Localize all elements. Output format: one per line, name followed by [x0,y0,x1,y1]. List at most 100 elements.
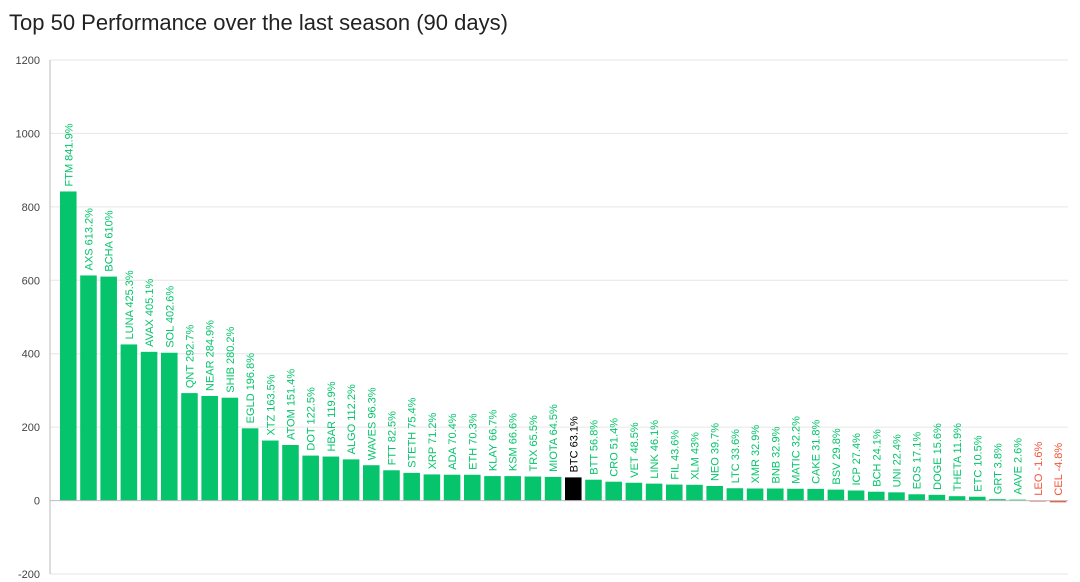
data-label-theta: THETA 11.9% [952,423,964,491]
data-label-leo: LEO -1.6% [1033,442,1045,496]
bar-matic [787,488,804,501]
data-label-eth: ETH 70.3% [467,413,479,469]
data-label-algo: ALGO 112.2% [346,384,358,454]
bar-icp [847,490,865,501]
y-tick-label: 400 [22,349,40,361]
bar-eth [464,474,481,501]
data-label-qnt: QNT 292.7% [184,325,196,389]
data-label-aave: AAVE 2.6% [1013,438,1025,495]
data-label-link: LINK 46.1% [649,420,661,479]
bar-klay [484,476,501,501]
bar-link [645,483,663,501]
data-label-miota: MIOTA 64.5% [548,404,560,472]
bar-doge [928,494,946,501]
bar-near [201,395,218,501]
bar-fil [666,484,683,501]
data-label-sol: SOL 402.6% [164,286,176,348]
y-tick-label: 200 [22,422,40,434]
data-label-bsv: BSV 29.8% [831,428,843,484]
bar-ksm [504,476,521,501]
bar-xlm [686,484,703,501]
bar-qnt [181,393,198,501]
data-label-ksm: KSM 66.6% [508,413,520,471]
data-label-grt: GRT 3.8% [992,443,1004,494]
bar-btc [565,477,582,501]
bar-bcha [100,276,117,501]
data-label-egld: EGLD 196.8% [245,353,257,424]
bar-btt [585,479,602,501]
data-label-luna: LUNA 425.3% [124,270,136,339]
grid [50,59,1068,575]
data-label-dot: DOT 122.5% [306,387,318,451]
bar-ftt [383,470,400,501]
y-axis-tick-labels: -200 0 200 400 600 800 1000 1200 [16,55,40,581]
bar-xmr [746,488,764,501]
bar-trx [524,476,542,501]
data-label-cake: CAKE 31.8% [811,419,823,483]
y-tick-label: 1000 [16,128,40,140]
bar-cake [807,488,824,501]
bar-egld [241,428,259,501]
data-label-btc: BTC 63.1% [568,416,580,472]
y-tick-label: 800 [22,202,40,214]
bar-steth [403,472,420,501]
bar-uni [888,492,905,501]
bar-grt [989,499,1006,501]
data-label-fil: FIL 43.6% [669,430,681,480]
data-label-klay: KLAY 66.7% [487,410,499,472]
bar-hbar [322,456,340,501]
data-label-waves: WAVES 96.3% [366,387,378,460]
bar-bsv [827,489,845,501]
bar-etc [969,496,986,501]
data-label-atom: ATOM 151.4% [285,369,297,440]
bar-sol [161,352,178,501]
chart-title: Top 50 Performance over the last season … [9,10,508,35]
bar-axs [80,275,97,501]
data-label-etc: ETC 10.5% [972,435,984,491]
data-label-eos: EOS 17.1% [912,432,924,490]
y-tick-label: -200 [18,569,40,581]
data-label-btt: BTT 56.8% [588,420,600,475]
bar-neo [706,486,723,501]
data-label-near: NEAR 284.9% [205,320,217,391]
y-tick-label: 1200 [16,55,40,67]
bar-atom [282,444,299,501]
data-label-cel: CEL -4.8% [1053,443,1065,496]
data-label-ada: ADA 70.4% [447,413,459,469]
bars [60,191,1067,503]
bar-eos [908,494,925,501]
bar-vet [625,482,643,501]
data-label-xlm: XLM 43% [689,432,701,480]
bar-theta [948,496,966,501]
data-label-steth: STETH 75.4% [407,397,419,468]
y-tick-label: 600 [22,275,40,287]
data-label-xmr: XMR 32.9% [750,425,762,484]
bar-ada [443,474,461,501]
data-label-neo: NEO 39.7% [710,423,722,481]
bar-xrp [423,474,441,501]
bar-ltc [726,488,744,501]
data-label-cro: CRO 51.4% [609,418,621,477]
data-label-xrp: XRP 71.2% [427,413,439,470]
data-label-avax: AVAX 405.1% [144,279,156,347]
bar-miota [544,476,562,501]
bar-bnb [767,488,784,501]
data-label-ftt: FTT 82.5% [386,411,398,465]
y-tick-label: 0 [34,496,40,508]
bar-cro [605,481,622,501]
data-label-hbar: HBAR 119.9% [326,381,338,451]
bar-ftm [60,191,77,501]
data-label-trx: TRX 65.5% [528,415,540,471]
bar-xtz [262,440,279,501]
data-label-icp: ICP 27.4% [851,433,863,486]
data-label-ftm: FTM 841.9% [63,123,75,186]
data-label-xtz: XTZ 163.5% [265,374,277,435]
bar-waves [363,465,380,501]
bar-avax [140,351,158,501]
data-label-bcha: BCHA 610% [104,210,116,271]
axes [49,60,1068,574]
data-label-bnb: BNB 32.9% [770,426,782,483]
bar-cel [1049,500,1067,503]
data-label-matic: MATIC 32.2% [790,416,802,484]
